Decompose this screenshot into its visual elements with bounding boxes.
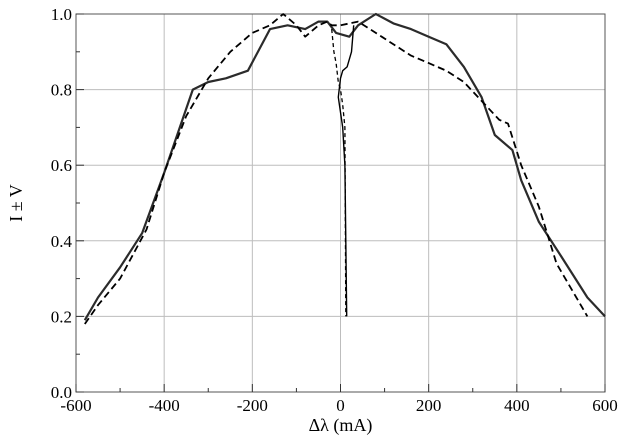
x-tick-label: 0 <box>336 396 345 415</box>
x-tick-label: -400 <box>149 396 180 415</box>
x-axis-label: Δλ (mA) <box>309 415 373 436</box>
x-tick-label: -200 <box>237 396 268 415</box>
label-layer: -600 -400 -200 0 200 400 600 0.0 0.2 0.4 0.6 0.8 1.0 <box>51 5 618 415</box>
series-line-4 <box>337 25 355 317</box>
y-axis-label: I ± V <box>6 184 26 222</box>
grid-layer <box>75 13 606 393</box>
y-tick-label: 0.2 <box>51 307 72 326</box>
y-tick-label: 0.4 <box>51 232 73 251</box>
y-tick-label: 0.6 <box>51 156 72 175</box>
series-layer <box>83 12 606 325</box>
tick-layer <box>75 13 606 393</box>
series-line-3 <box>331 29 347 317</box>
x-tick-label: -600 <box>60 396 91 415</box>
y-tick-label: 1.0 <box>51 5 72 24</box>
x-tick-label: 400 <box>504 396 530 415</box>
series-line-2 <box>84 13 589 325</box>
x-tick-label: 200 <box>416 396 442 415</box>
y-tick-label: 0.0 <box>51 383 72 402</box>
series-line-1 <box>83 12 606 321</box>
x-tick-label: 600 <box>592 396 618 415</box>
y-tick-label: 0.8 <box>51 81 72 100</box>
